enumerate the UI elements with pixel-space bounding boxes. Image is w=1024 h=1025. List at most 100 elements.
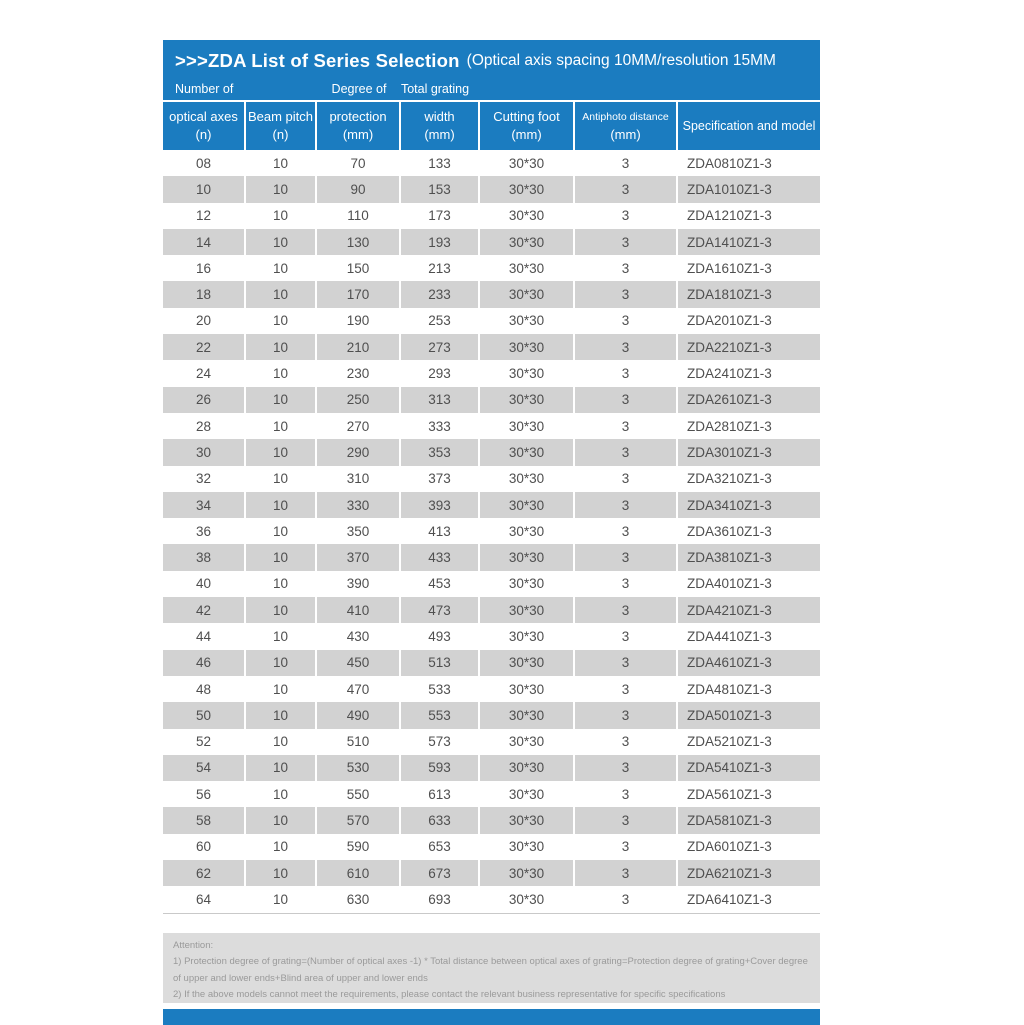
table-row: 16 10 150 213 30*30 3 ZDA1610Z1-3 [163,255,820,282]
table-cell: 313 [401,386,480,413]
page-subtitle: (Optical axis spacing 10MM/resolution 15… [466,52,776,69]
table-cell: 170 [317,281,401,308]
table-cell: 3 [575,412,678,440]
table-cell: 290 [317,439,401,466]
table-cell: 390 [317,570,401,598]
table-row: 34 10 330 393 30*30 3 ZDA3410Z1-3 [163,491,820,519]
table-cell: ZDA3210Z1-3 [678,465,820,492]
column-super-labels: Number of Degree of Total grating [163,82,820,100]
table-cell: 30*30 [480,597,575,624]
table-row: 42 10 410 473 30*30 3 ZDA4210Z1-3 [163,597,820,624]
table-cell: 30*30 [480,833,575,861]
table-body: 08 10 70 133 30*30 3 ZDA0810Z1-3 10 10 90 153 30*30… [163,150,820,914]
table-row: 10 10 90 153 30*30 3 ZDA1010Z1-3 [163,176,820,203]
table-cell: 253 [401,307,480,335]
table-cell: 10 [246,360,317,387]
table-row: 46 10 450 513 30*30 3 ZDA4610Z1-3 [163,649,820,676]
super-label-degree-of: Degree of [331,82,387,96]
table-cell: 593 [401,754,480,782]
table-cell: 573 [401,728,480,755]
table-cell: ZDA5010Z1-3 [678,702,820,729]
table-cell: 10 [246,150,317,177]
table-cell: 30*30 [480,228,575,256]
table-cell: 410 [317,597,401,624]
table-cell: 42 [163,597,246,624]
table-cell: 10 [246,465,317,492]
table-cell: 653 [401,833,480,861]
table-cell: 453 [401,570,480,598]
table-cell: 10 [246,649,317,676]
table-cell: ZDA2610Z1-3 [678,386,820,413]
table-cell: 3 [575,544,678,571]
table-cell: 90 [317,176,401,203]
table-cell: 70 [317,150,401,177]
table-cell: 62 [163,860,246,887]
table-cell: 08 [163,150,246,177]
table-cell: 3 [575,150,678,177]
table-cell: ZDA0810Z1-3 [678,150,820,177]
table-cell: 10 [246,228,317,256]
table-cell: 10 [246,439,317,466]
table-cell: 30*30 [480,518,575,545]
table-cell: 30*30 [480,570,575,598]
table-cell: ZDA1610Z1-3 [678,255,820,282]
table-cell: 10 [246,202,317,229]
table-cell: 373 [401,465,480,492]
table-cell: 30*30 [480,702,575,729]
column-header: Specification and model [682,119,816,133]
table-cell: 10 [246,518,317,545]
table-cell: 10 [246,334,317,361]
table-cell: 10 [246,307,317,335]
header-banner: >>>ZDA List of Series Selection (Optical… [163,40,820,150]
table-cell: 193 [401,228,480,256]
table-cell: 14 [163,228,246,256]
table-cell: 213 [401,255,480,282]
table-cell: 3 [575,754,678,782]
table-row: 58 10 570 633 30*30 3 ZDA5810Z1-3 [163,807,820,834]
column-header: optical axes (n) [163,102,246,150]
column-header: Beam pitch (n) [246,102,317,150]
table-cell: 3 [575,886,678,913]
table-cell: 30*30 [480,412,575,440]
table-cell: 490 [317,702,401,729]
table-cell: 3 [575,781,678,808]
table-cell: 30*30 [480,491,575,519]
table-cell: 30*30 [480,728,575,755]
table-cell: 3 [575,307,678,335]
super-label-number-of: Number of [175,82,234,96]
table-cell: 50 [163,702,246,729]
table-cell: ZDA2210Z1-3 [678,334,820,361]
table-cell: 3 [575,202,678,229]
table-cell: 10 [246,781,317,808]
table-cell: 30*30 [480,281,575,308]
table-cell: 10 [246,570,317,598]
table-cell: 10 [246,491,317,519]
table-cell: 3 [575,807,678,834]
table-row: 36 10 350 413 30*30 3 ZDA3610Z1-3 [163,518,820,545]
table-cell: 30*30 [480,886,575,913]
table-cell: 10 [246,176,317,203]
table-cell: 553 [401,702,480,729]
table-cell: 30 [163,439,246,466]
table-cell: 230 [317,360,401,387]
table-cell: 3 [575,675,678,703]
table-cell: 3 [575,281,678,308]
table-cell: 12 [163,202,246,229]
table-cell: 3 [575,570,678,598]
table-cell: 630 [317,886,401,913]
table-header-row: optical axes (n) Beam pitch (n) protection (m… [163,100,820,150]
table-cell: 3 [575,728,678,755]
table-cell: 10 [163,176,246,203]
table-cell: 210 [317,334,401,361]
attention-label: Attention: [173,939,214,951]
table-row: 28 10 270 333 30*30 3 ZDA2810Z1-3 [163,412,820,440]
table-cell: 38 [163,544,246,571]
table-cell: 3 [575,255,678,282]
table-cell: ZDA4610Z1-3 [678,649,820,676]
table-cell: 513 [401,649,480,676]
table-cell: 10 [246,544,317,571]
spec-sheet: >>>ZDA List of Series Selection (Optical… [163,40,820,1025]
table-cell: 510 [317,728,401,755]
table-cell: 310 [317,465,401,492]
table-cell: 30*30 [480,176,575,203]
